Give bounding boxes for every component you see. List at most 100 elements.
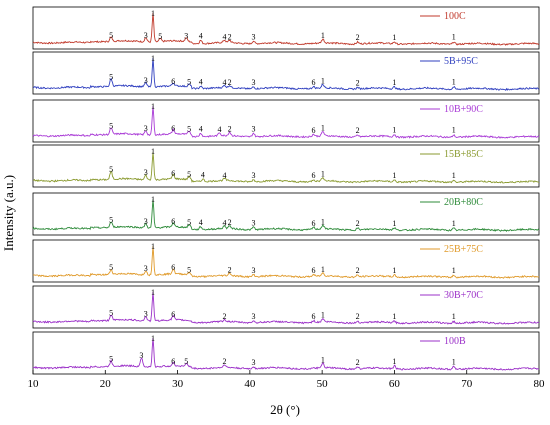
peak-label: 2 <box>223 357 227 366</box>
peak-label: 6 <box>311 219 315 228</box>
peak-label: 5 <box>187 124 191 133</box>
peak-label: 1 <box>392 219 396 228</box>
peak-label: 3 <box>251 32 255 41</box>
legend-label: 30B+70C <box>444 290 483 301</box>
peak-label: 3 <box>144 217 148 226</box>
legend-label: 25B+75C <box>444 244 483 255</box>
peak-label: 6 <box>171 217 175 226</box>
peak-label: 1 <box>321 356 325 365</box>
peak-label: 1 <box>452 219 456 228</box>
x-tick-label: 60 <box>389 378 401 390</box>
x-axis: 10 20 30 40 50 60 70 80 <box>28 370 546 390</box>
peak-label: 1 <box>321 169 325 178</box>
peak-label: 6 <box>311 266 315 275</box>
legend-label: 20B+80C <box>444 197 483 208</box>
peak-label: 1 <box>151 242 155 251</box>
x-tick-label: 30 <box>172 378 184 390</box>
peak-label: 1 <box>321 311 325 320</box>
peak-label: 1 <box>452 78 456 87</box>
peak-label: 3 <box>251 266 255 275</box>
legend-label: 100B <box>444 336 466 347</box>
peak-label: 2 <box>356 33 360 42</box>
peak-label: 3 <box>251 312 255 321</box>
x-tick-label: 10 <box>28 378 40 390</box>
peak-label: 6 <box>171 169 175 178</box>
peak-label: 6 <box>311 312 315 321</box>
peak-label: 2 <box>223 312 227 321</box>
panel-frame <box>32 192 540 236</box>
peak-label: 2 <box>356 126 360 135</box>
peak-label: 2 <box>356 312 360 321</box>
peak-label: 1 <box>392 312 396 321</box>
panel-frame <box>32 6 540 50</box>
x-axis-label: 2θ (°) <box>270 402 300 417</box>
peak-label: 1 <box>392 126 396 135</box>
peak-label: 1 <box>452 33 456 42</box>
panel-frame <box>32 239 540 283</box>
peak-label: 3 <box>251 171 255 180</box>
peak-label: 2 <box>228 218 232 227</box>
peak-label: 1 <box>151 195 155 204</box>
series-line-30B+70C <box>32 291 540 325</box>
peak-label: 2 <box>228 265 232 274</box>
peak-label: 6 <box>171 357 175 366</box>
peak-label: 1 <box>452 266 456 275</box>
peak-label: 5 <box>109 73 113 82</box>
peak-label: 1 <box>151 9 155 18</box>
x-tick-label: 20 <box>100 378 112 390</box>
peak-label: 2 <box>228 124 232 133</box>
peak-label: 3 <box>144 168 148 177</box>
peak-label: 5 <box>158 32 162 41</box>
peak-label: 5 <box>187 78 191 87</box>
peak-label: 5 <box>187 266 191 275</box>
peak-label: 3 <box>251 218 255 227</box>
x-tick-label: 40 <box>244 378 256 390</box>
peak-label: 4 <box>217 125 221 134</box>
peak-label: 5 <box>109 31 113 40</box>
y-axis-label: Intensity (a.u.) <box>1 175 16 251</box>
peak-label: 4 <box>223 33 227 42</box>
peak-label: 4 <box>223 171 227 180</box>
series-line-25B+75C <box>32 246 540 279</box>
peak-label: 1 <box>452 126 456 135</box>
peak-label: 4 <box>199 32 203 41</box>
x-tick-label: 70 <box>461 378 473 390</box>
peak-label: 3 <box>139 351 143 360</box>
peak-label: 6 <box>171 77 175 86</box>
series-line-10B+90C <box>32 106 540 139</box>
peak-label: 2 <box>356 266 360 275</box>
panel-frame <box>32 285 540 329</box>
peak-label: 3 <box>184 31 188 40</box>
peak-label: 1 <box>392 266 396 275</box>
peak-label: 1 <box>151 102 155 111</box>
peak-label: 3 <box>144 264 148 273</box>
peak-label: 1 <box>452 357 456 366</box>
peak-label: 1 <box>321 76 325 85</box>
peak-label: 1 <box>392 357 396 366</box>
peak-label: 5 <box>109 165 113 174</box>
peak-label: 5 <box>184 357 188 366</box>
x-tick-label: 80 <box>534 378 546 390</box>
peak-label: 3 <box>251 124 255 133</box>
peak-label: 6 <box>311 78 315 87</box>
peak-label: 5 <box>187 170 191 179</box>
series-line-5B+95C <box>33 57 540 92</box>
peak-label: 1 <box>452 171 456 180</box>
peak-label: 1 <box>151 54 155 63</box>
peak-label: 1 <box>452 312 456 321</box>
series-line-15B+85C <box>32 152 540 184</box>
x-tick-label: 50 <box>317 378 329 390</box>
peak-label: 6 <box>171 310 175 319</box>
legend-label: 15B+85C <box>444 149 483 160</box>
peak-label: 4 <box>199 124 203 133</box>
peak-label: 3 <box>251 78 255 87</box>
series-line-100C <box>32 12 540 46</box>
